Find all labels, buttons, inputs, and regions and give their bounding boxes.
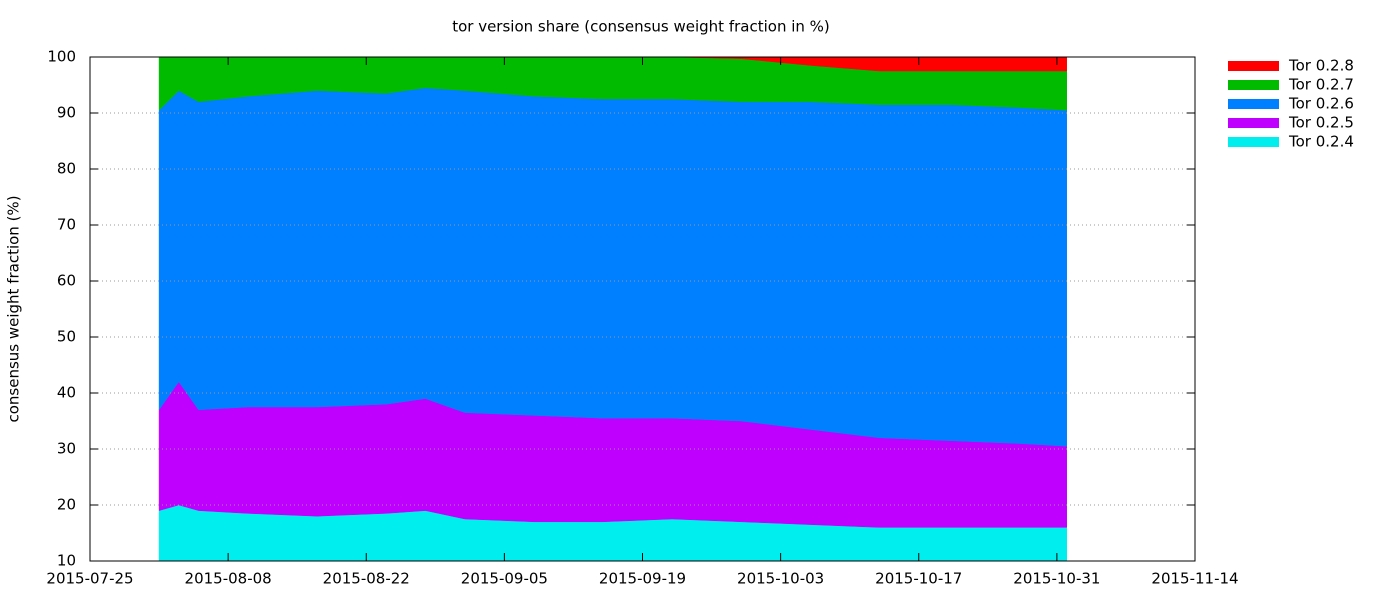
y-tick-label: 30: [57, 440, 76, 458]
area: [159, 57, 1067, 72]
legend-label: Tor 0.2.8: [1288, 57, 1354, 75]
x-tick-label: 2015-09-19: [599, 570, 686, 588]
area: [158, 87, 1067, 447]
y-tick-label: 70: [57, 216, 76, 234]
x-tick-label: 2015-10-31: [1013, 570, 1100, 588]
y-axis-label: consensus weight fraction (%): [5, 195, 23, 422]
legend-label: Tor 0.2.7: [1288, 76, 1354, 94]
y-tick-label: 40: [57, 384, 76, 402]
area: [158, 57, 1067, 111]
x-tick-label: 2015-08-08: [185, 570, 272, 588]
x-tick-label: 2015-11-14: [1151, 570, 1238, 588]
legend-label: Tor 0.2.4: [1288, 133, 1354, 151]
chart-title: tor version share (consensus weight frac…: [452, 18, 830, 36]
y-tick-label: 90: [57, 104, 76, 122]
legend-label: Tor 0.2.5: [1288, 114, 1354, 132]
x-tick-label: 2015-10-17: [875, 570, 962, 588]
plot-area: [158, 57, 1067, 561]
y-tick-label: 60: [57, 272, 76, 290]
legend-swatch: [1228, 118, 1279, 128]
legend-swatch: [1228, 137, 1279, 147]
legend-label: Tor 0.2.6: [1288, 95, 1354, 113]
x-tick-label: 2015-10-03: [737, 570, 824, 588]
y-tick-label: 100: [47, 48, 76, 66]
legend-swatch: [1228, 99, 1279, 109]
y-tick-label: 20: [57, 496, 76, 514]
legend-swatch: [1228, 61, 1279, 71]
x-tick-label: 2015-09-05: [461, 570, 548, 588]
x-tick-label: 2015-08-22: [323, 570, 410, 588]
y-tick-label: 80: [57, 160, 76, 178]
y-tick-label: 10: [57, 552, 76, 570]
x-tick-label: 2015-07-25: [46, 570, 133, 588]
legend-swatch: [1228, 80, 1279, 90]
y-tick-label: 50: [57, 328, 76, 346]
